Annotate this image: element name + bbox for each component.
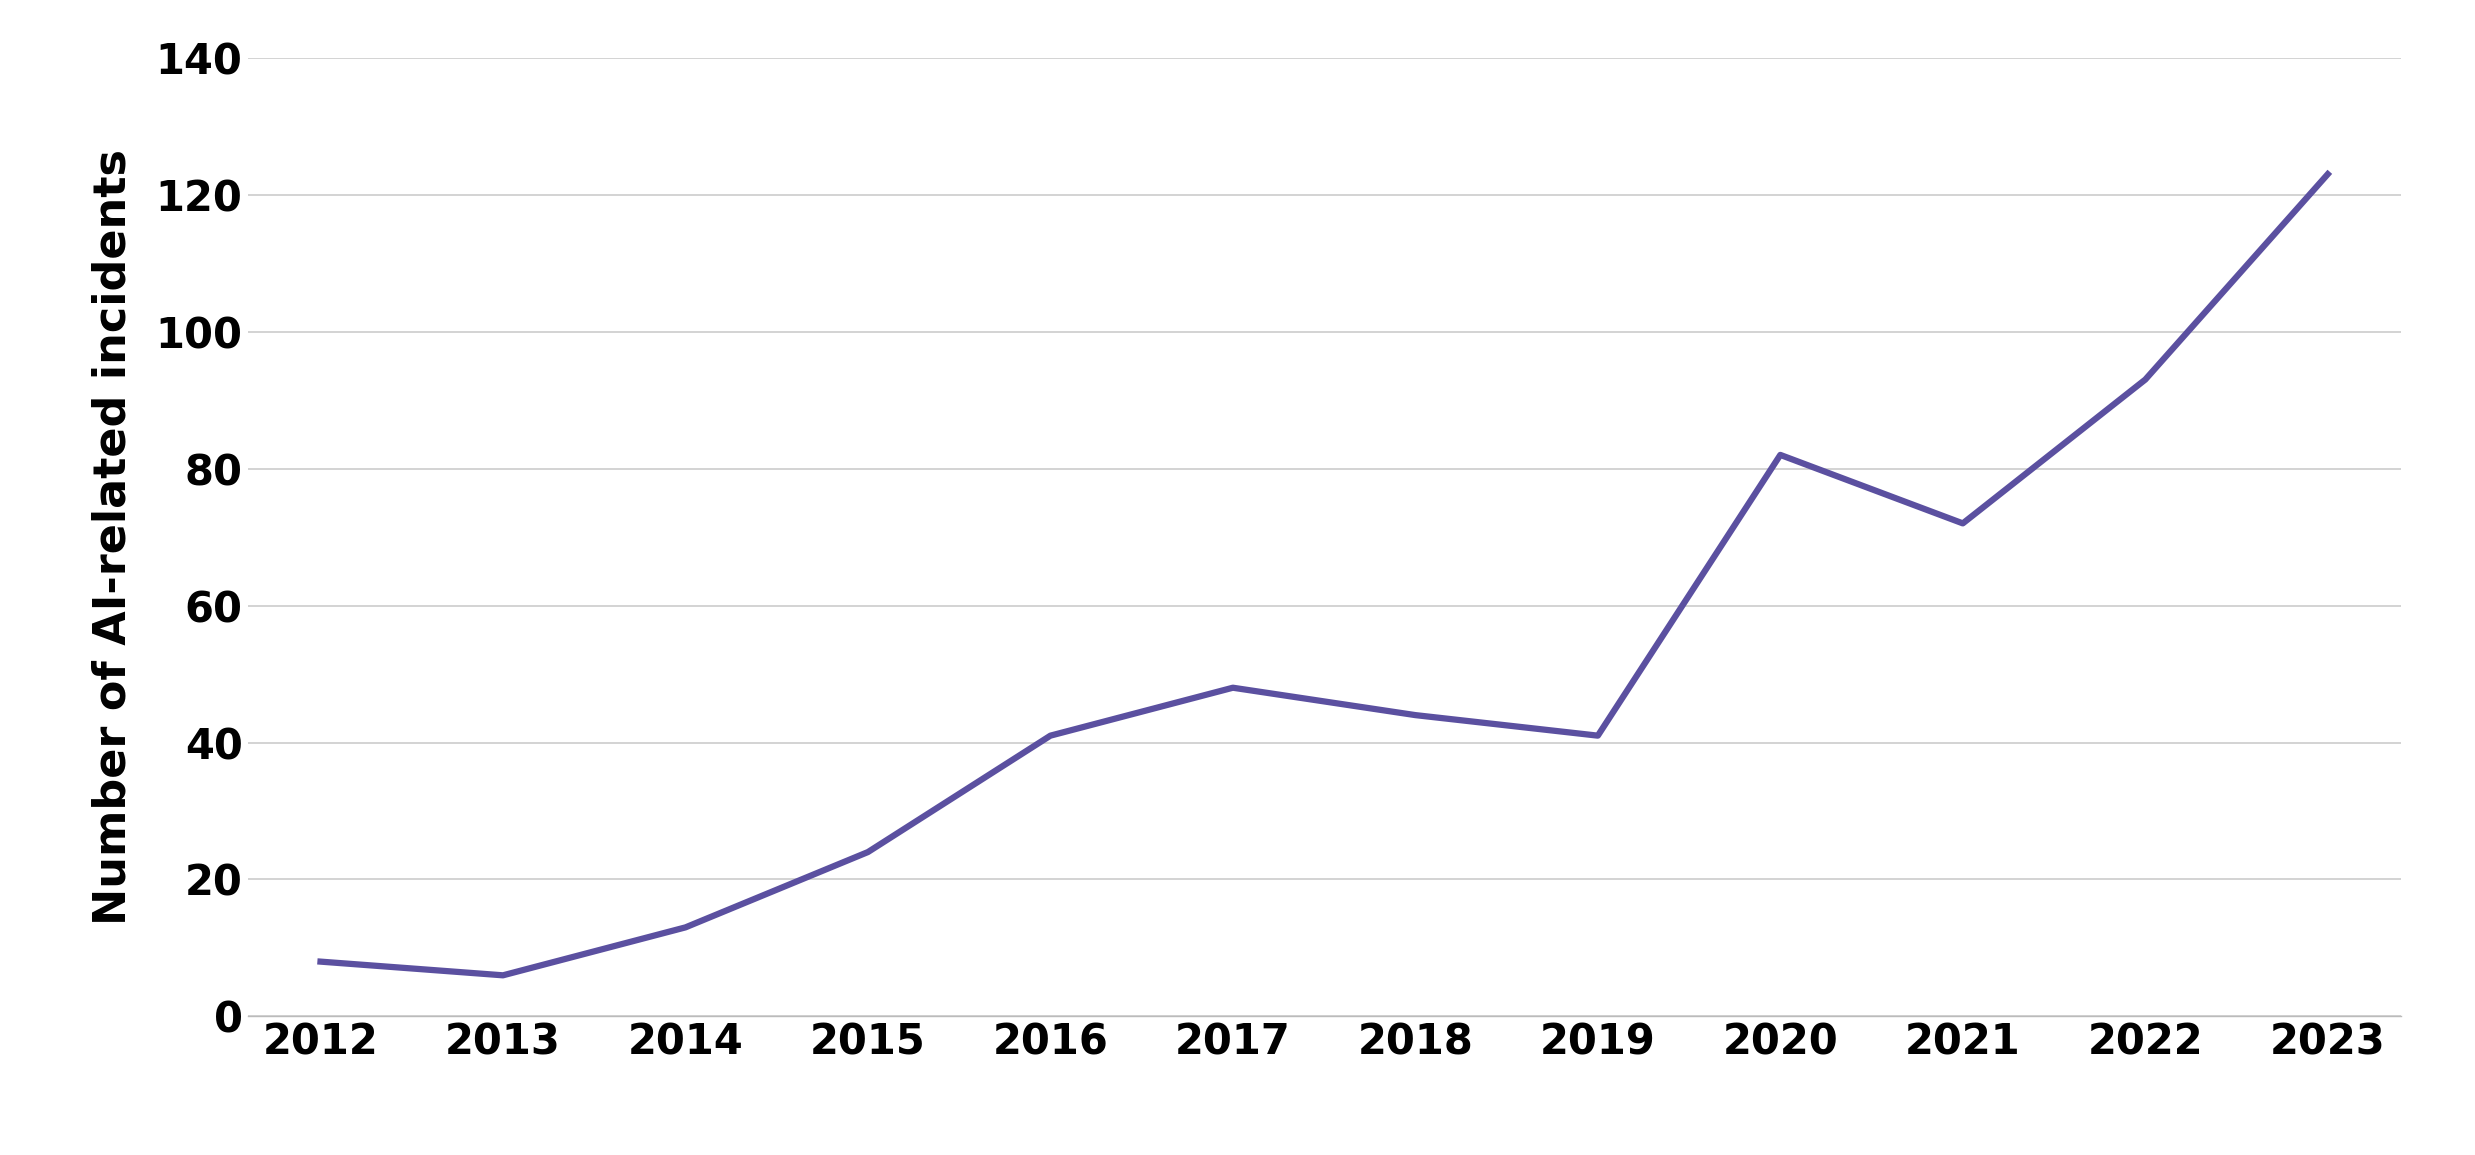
Y-axis label: Number of AI-related incidents: Number of AI-related incidents — [92, 149, 134, 925]
